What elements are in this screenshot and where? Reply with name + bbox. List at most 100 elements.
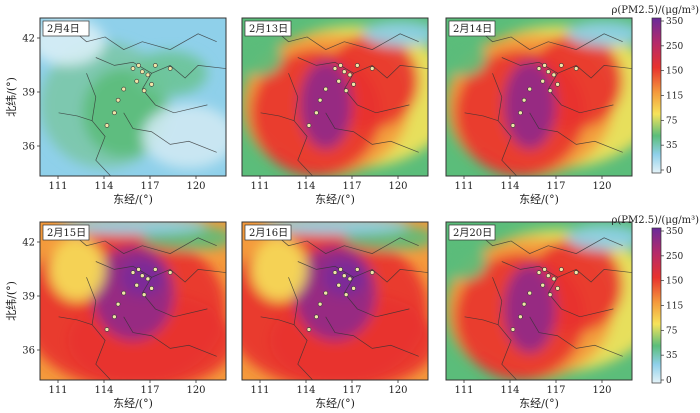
boundary-line xyxy=(557,268,632,283)
concentration-field xyxy=(566,21,632,47)
x-axis-label: 东经/(°) xyxy=(315,397,355,410)
city-marker xyxy=(323,290,329,296)
boundary-line xyxy=(288,73,313,176)
concentration-field xyxy=(362,21,428,47)
concentration-field xyxy=(49,237,106,301)
city-marker xyxy=(332,270,338,275)
x-axis-label: 东经/(°) xyxy=(519,193,559,206)
city-marker xyxy=(140,69,145,75)
city-marker xyxy=(167,270,173,275)
city-marker xyxy=(559,63,564,68)
x-tick-label: 111 xyxy=(48,385,67,396)
x-tick-label: 117 xyxy=(546,181,565,192)
colorbar-tick-label: 150 xyxy=(666,67,683,77)
city-marker xyxy=(115,97,121,103)
y-tick-label: 36 xyxy=(22,346,35,357)
city-marker xyxy=(338,267,343,272)
city-marker xyxy=(343,292,349,297)
city-marker xyxy=(112,110,117,116)
city-marker xyxy=(351,286,356,291)
city-marker xyxy=(540,78,546,84)
boundary-line xyxy=(464,316,499,326)
city-marker xyxy=(540,282,546,288)
boundary-line xyxy=(297,261,410,318)
city-marker xyxy=(317,97,323,103)
city-marker xyxy=(112,314,117,320)
city-marker xyxy=(134,78,140,84)
boundary-line xyxy=(473,25,623,50)
concentration-field xyxy=(242,38,283,77)
city-marker xyxy=(351,82,356,87)
boundary-line xyxy=(151,64,226,79)
svg-text:2月4日: 2月4日 xyxy=(47,23,80,35)
map-frame xyxy=(241,17,429,177)
map-frame xyxy=(241,221,429,381)
city-marker xyxy=(518,314,523,320)
x-tick-label: 120 xyxy=(388,181,407,192)
concentration-field xyxy=(142,104,226,169)
city-marker xyxy=(314,314,319,320)
city-marker xyxy=(136,63,141,68)
city-marker xyxy=(115,301,121,307)
city-marker xyxy=(355,63,360,68)
date-label: 2月14日 xyxy=(448,20,496,37)
svg-text:2月14日: 2月14日 xyxy=(453,23,492,35)
concentration-field xyxy=(251,237,308,301)
map-frame xyxy=(39,221,227,381)
map-frame xyxy=(445,17,633,177)
x-tick-label: 120 xyxy=(388,385,407,396)
city-marker xyxy=(536,270,542,275)
x-tick-label: 117 xyxy=(342,181,361,192)
concentration-field xyxy=(446,242,487,281)
city-marker xyxy=(338,63,343,68)
x-tick-label: 117 xyxy=(140,181,159,192)
x-tick-label: 114 xyxy=(500,385,519,396)
city-marker xyxy=(547,88,553,93)
city-marker xyxy=(542,63,547,68)
boundary-line xyxy=(464,112,499,122)
boundary-line xyxy=(529,316,623,357)
city-marker xyxy=(323,86,329,92)
city-marker xyxy=(104,123,110,128)
city-marker xyxy=(136,267,141,272)
boundary-line xyxy=(325,112,419,153)
concentration-field xyxy=(58,222,208,235)
boundary-line xyxy=(58,316,93,326)
city-marker xyxy=(555,82,560,87)
colorbar-tick-label: 0 xyxy=(666,166,672,176)
boundary-line xyxy=(473,229,623,254)
colorbar-tick-label: 75 xyxy=(666,116,678,126)
city-marker xyxy=(153,63,158,68)
city-marker xyxy=(336,282,342,288)
concentration-field xyxy=(566,225,632,251)
svg-text:2月16日: 2月16日 xyxy=(249,227,288,239)
boundary-line xyxy=(353,64,428,79)
x-tick-label: 114 xyxy=(94,181,113,192)
city-marker xyxy=(518,110,523,116)
x-tick-label: 114 xyxy=(296,385,315,396)
city-marker xyxy=(121,86,126,92)
city-marker xyxy=(121,290,126,296)
y-axis-label: 北纬/(°) xyxy=(5,281,18,321)
svg-text:2月13日: 2月13日 xyxy=(249,23,288,35)
date-label: 2月13日 xyxy=(244,20,292,37)
y-tick-label: 42 xyxy=(22,34,35,45)
city-marker xyxy=(341,273,347,279)
city-marker xyxy=(573,270,579,275)
city-marker xyxy=(521,301,527,307)
city-marker xyxy=(573,66,579,71)
city-marker xyxy=(104,327,110,332)
city-marker xyxy=(521,97,527,103)
x-tick-label: 120 xyxy=(186,181,205,192)
city-marker xyxy=(140,273,145,279)
boundary-line xyxy=(269,25,419,50)
city-marker xyxy=(314,110,319,116)
city-marker xyxy=(317,301,323,307)
x-axis-label: 东经/(°) xyxy=(315,193,355,206)
boundary-line xyxy=(501,261,614,318)
boundary-line xyxy=(501,57,614,114)
city-marker xyxy=(551,72,557,78)
